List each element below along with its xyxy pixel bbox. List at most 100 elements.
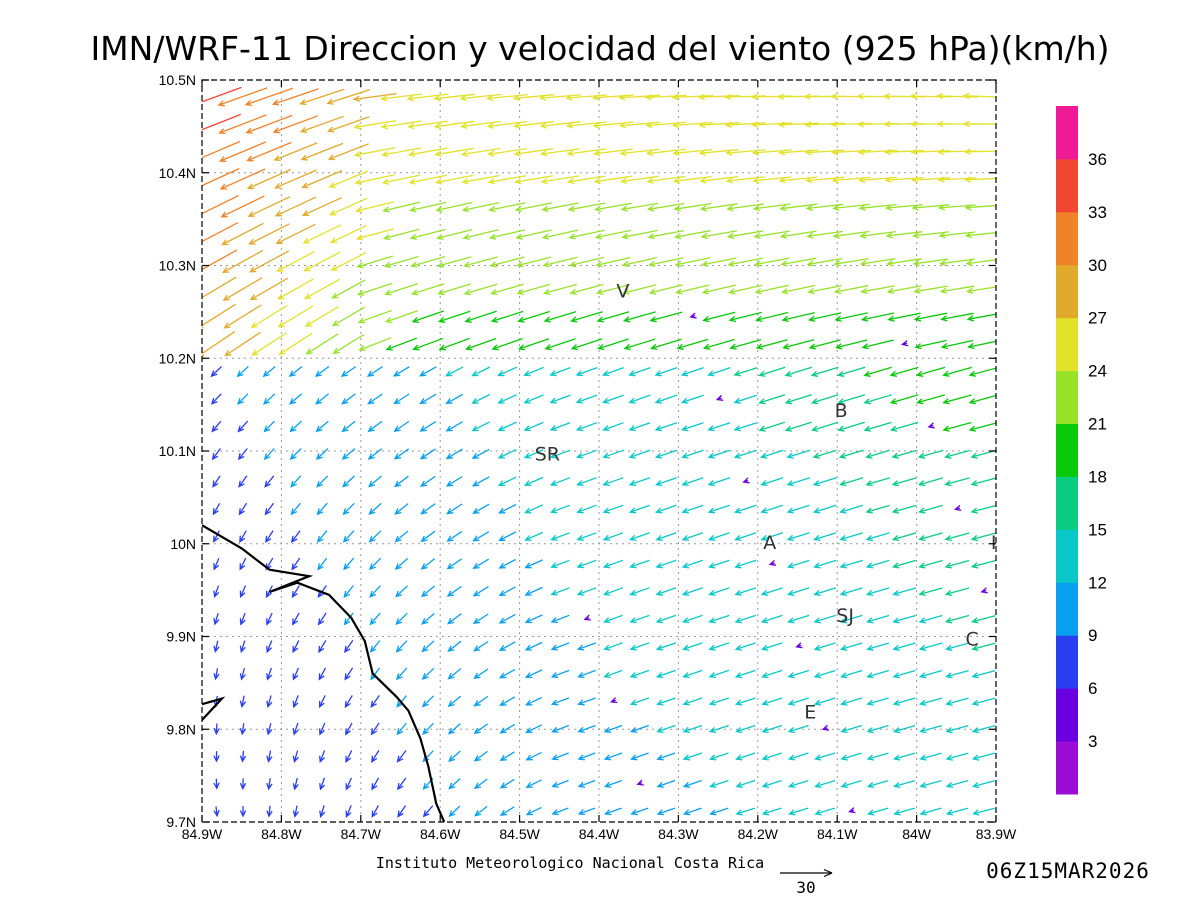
wind-vector xyxy=(384,282,419,296)
wind-vector xyxy=(629,642,650,651)
wind-vector xyxy=(942,394,972,405)
wind-vector xyxy=(266,695,273,709)
wind-vector xyxy=(344,667,354,681)
wind-vector xyxy=(393,448,410,460)
wind-vector xyxy=(328,170,369,188)
wind-vector xyxy=(702,338,735,350)
wind-vector xyxy=(421,667,435,680)
wind-vector xyxy=(910,148,951,156)
wind-vector xyxy=(202,331,236,357)
wind-vector xyxy=(512,94,555,102)
wind-vector xyxy=(866,642,890,651)
wind-vector xyxy=(576,642,597,651)
wind-vector xyxy=(327,143,369,161)
wind-vector xyxy=(892,642,916,651)
wind-vector xyxy=(865,449,890,459)
wind-vector xyxy=(628,422,651,432)
lat-tick-label: 10.4N xyxy=(159,165,196,181)
wind-vector xyxy=(329,224,367,244)
wind-vector xyxy=(406,93,449,102)
wind-vector xyxy=(326,88,371,105)
wind-vector xyxy=(672,175,712,184)
wind-vector xyxy=(356,282,393,296)
wind-vector xyxy=(891,559,917,569)
wind-vector xyxy=(629,669,650,679)
wind-vector xyxy=(236,366,249,378)
wind-vector xyxy=(447,695,462,708)
wind-vector xyxy=(892,697,916,706)
colorbar-label: 9 xyxy=(1088,626,1097,645)
colorbar-label: 24 xyxy=(1088,362,1107,381)
wind-vector xyxy=(760,532,784,542)
wind-vector xyxy=(568,229,605,240)
wind-vector xyxy=(863,394,892,405)
wind-vector xyxy=(577,752,596,761)
wind-vector xyxy=(758,421,786,432)
wind-vector xyxy=(733,504,757,514)
wind-vector xyxy=(435,201,473,213)
wind-vector xyxy=(944,587,970,597)
wind-vector xyxy=(734,614,757,624)
wind-vector xyxy=(900,340,909,347)
wind-vector xyxy=(759,449,784,459)
wind-vector xyxy=(244,87,294,106)
wind-vector xyxy=(786,587,810,596)
wind-vector xyxy=(892,752,916,761)
coastline-segment xyxy=(202,524,446,822)
wind-vector xyxy=(813,614,836,624)
wind-vector xyxy=(397,777,407,791)
wind-vector xyxy=(628,394,651,404)
wind-vector xyxy=(567,175,606,185)
wind-vector xyxy=(291,585,300,599)
wind-vector xyxy=(837,394,866,405)
wind-vector xyxy=(735,807,756,816)
wind-vector xyxy=(778,149,819,156)
wind-vector xyxy=(889,366,919,377)
wind-vector xyxy=(318,640,327,654)
wind-vector xyxy=(655,559,677,569)
place-label: V xyxy=(616,280,629,302)
wind-vector xyxy=(860,312,895,322)
wind-vector xyxy=(912,258,949,267)
valid-time-stamp: 06Z15MAR2026 xyxy=(986,859,1150,883)
wind-vector xyxy=(966,313,996,322)
wind-vector xyxy=(436,256,472,268)
wind-vector xyxy=(544,338,576,351)
wind-vector xyxy=(649,311,683,323)
wind-vector xyxy=(330,252,367,271)
wind-vector xyxy=(292,612,300,626)
wind-vector xyxy=(595,283,630,295)
wind-vector xyxy=(654,366,678,377)
wind-vector xyxy=(367,393,383,405)
wind-vector xyxy=(655,669,676,679)
colorbar-label: 36 xyxy=(1088,150,1107,169)
wind-vector xyxy=(777,121,819,128)
wind-vector xyxy=(603,642,623,651)
wind-vector xyxy=(317,612,327,626)
wind-vector xyxy=(237,448,248,461)
wind-vector xyxy=(464,310,497,323)
wind-vector xyxy=(395,640,408,653)
wind-vector xyxy=(576,504,597,514)
wind-vector xyxy=(212,502,221,516)
wind-vector xyxy=(891,532,917,542)
wind-vector xyxy=(866,807,889,816)
wind-vector-field xyxy=(202,86,996,819)
wind-vector xyxy=(786,449,811,459)
wind-vector xyxy=(839,559,863,569)
wind-vector xyxy=(342,530,355,543)
wind-vector xyxy=(891,449,917,459)
wind-vector xyxy=(629,614,650,624)
wind-vector xyxy=(782,339,815,350)
wind-vector xyxy=(697,93,740,101)
wind-vector xyxy=(892,669,916,679)
wind-vector xyxy=(729,338,762,350)
wind-vector xyxy=(726,230,764,240)
wind-vector xyxy=(292,667,300,681)
wind-vector xyxy=(409,228,446,241)
wind-vector xyxy=(340,366,357,377)
wind-vector xyxy=(962,120,996,128)
wind-vector xyxy=(221,222,264,246)
wind-vector xyxy=(202,86,242,103)
wind-vector xyxy=(446,585,462,597)
